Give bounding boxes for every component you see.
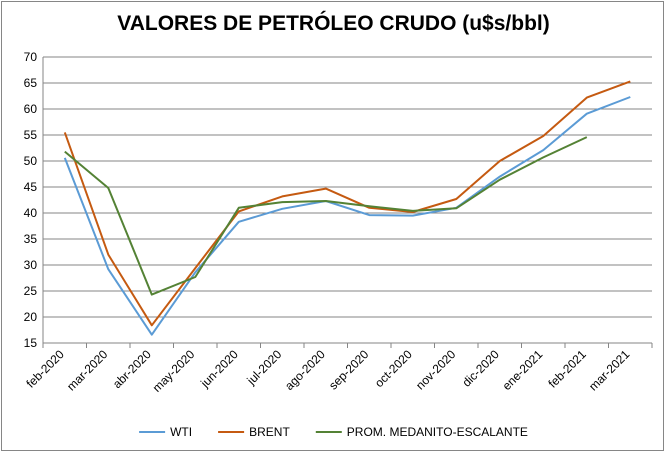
legend: WTI BRENT PROM. MEDANITO-ESCALANTE [139,425,528,439]
legend-label: BRENT [249,425,290,439]
y-tick-label: 15 [24,336,38,350]
x-tick-label: ene-2021 [500,347,546,393]
x-tick-label: nov-2020 [413,347,459,393]
gridlines [43,56,652,344]
x-tick-label: feb-2021 [545,347,589,391]
x-tick-label: dic-2020 [459,347,502,390]
series-line-2 [64,136,588,296]
legend-label: PROM. MEDANITO-ESCALANTE [347,425,528,439]
x-tick-label: mar-2021 [586,347,632,393]
y-tick-label: 35 [24,232,38,246]
y-axis-ticks: 15 20 25 30 35 40 45 50 55 60 65 70 [24,50,38,350]
legend-label: WTI [170,425,192,439]
x-tick-label: jun-2020 [197,347,241,391]
chart-title: VALORES DE PETRÓLEO CRUDO (u$s/bbl) [117,12,550,35]
x-tick-label: feb-2020 [23,347,67,391]
x-tick-label: mar-2020 [64,347,110,393]
y-tick-label: 60 [24,102,38,116]
x-tick-label: sep-2020 [326,347,372,393]
legend-item-0: WTI [139,425,192,439]
x-axis [42,57,653,348]
y-tick-label: 50 [24,154,38,168]
series-line-0 [63,96,631,336]
y-tick-label: 65 [24,76,38,90]
y-tick-label: 70 [24,50,38,64]
x-tick-label: may-2020 [150,347,198,395]
legend-item-2: PROM. MEDANITO-ESCALANTE [315,425,528,439]
x-tick-label: oct-2020 [372,347,415,390]
x-tick-label: ago-2020 [282,347,328,393]
legend-item-1: BRENT [218,425,290,439]
y-tick-label: 30 [24,258,38,272]
x-tick-label: jul-2020 [244,347,285,388]
y-tick-label: 20 [24,310,38,324]
x-tick-label: abr-2020 [110,347,154,391]
y-tick-label: 40 [24,206,38,220]
y-tick-label: 55 [24,128,38,142]
series-lines [63,80,631,336]
y-tick-label: 25 [24,284,38,298]
series-line-1 [63,80,631,327]
y-tick-label: 45 [24,180,38,194]
